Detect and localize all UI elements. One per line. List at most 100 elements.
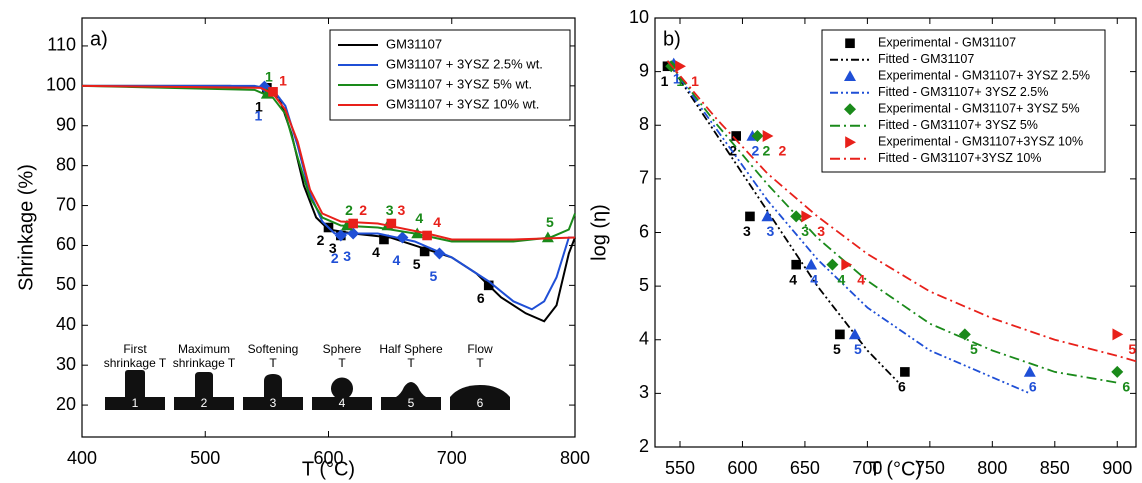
y-tick-label: 70 xyxy=(56,194,76,214)
y-tick-label: 60 xyxy=(56,234,76,254)
inset-base xyxy=(450,397,510,410)
point-label: 4 xyxy=(393,252,401,268)
inset-number: 4 xyxy=(339,396,346,410)
y-tick-label: 9 xyxy=(639,60,649,80)
x-tick-label: 650 xyxy=(790,458,820,478)
marker xyxy=(396,231,409,244)
point-label: 2 xyxy=(752,143,760,159)
inset-caption: First xyxy=(123,342,147,356)
marker xyxy=(386,218,397,229)
y-tick-label: 8 xyxy=(639,114,649,134)
marker xyxy=(826,258,839,271)
point-label: 3 xyxy=(329,240,337,256)
point-label: 4 xyxy=(372,244,380,260)
inset-caption: shrinkage T xyxy=(104,356,167,370)
legend-marker xyxy=(844,103,856,116)
inset-caption: shrinkage T xyxy=(173,356,236,370)
legend-marker xyxy=(845,38,855,49)
point-label: 4 xyxy=(433,214,441,230)
marker xyxy=(411,227,424,239)
y-tick-label: 20 xyxy=(56,394,76,414)
marker xyxy=(334,229,347,242)
y-tick-label: 50 xyxy=(56,274,76,294)
marker xyxy=(419,246,430,257)
legend-label: GM31107 + 3YSZ 5% wt. xyxy=(386,76,532,91)
legend-label: Fitted - GM31107 xyxy=(878,52,974,66)
point-label: 2 xyxy=(317,232,325,248)
y-tick-label: 6 xyxy=(639,221,649,241)
inset-base xyxy=(174,397,234,410)
inset-base xyxy=(381,397,441,410)
point-label: 2 xyxy=(729,143,737,159)
point-label: 6 xyxy=(1122,379,1130,395)
y-tick-label: 7 xyxy=(639,168,649,188)
marker xyxy=(791,259,801,270)
legend-label: Experimental - GM31107 xyxy=(878,36,1016,50)
series-line xyxy=(666,60,1137,363)
point-label: 3 xyxy=(743,223,751,239)
point-label: 1 xyxy=(279,73,287,89)
point-label: 2 xyxy=(359,202,367,218)
series-line xyxy=(666,60,1031,395)
legend-label: GM31107 + 3YSZ 2.5% wt. xyxy=(386,56,543,71)
y-axis-label: log (η) xyxy=(588,204,610,261)
series-line xyxy=(82,84,576,323)
marker xyxy=(348,218,358,229)
y-tick-label: 80 xyxy=(56,154,76,174)
x-tick-label: 700 xyxy=(437,448,467,468)
point-label: 1 xyxy=(255,99,263,115)
point-label: 3 xyxy=(817,223,825,239)
y-tick-label: 40 xyxy=(56,314,76,334)
inset-number: 5 xyxy=(408,396,415,410)
y-tick-label: 2 xyxy=(639,436,649,456)
y-tick-label: 3 xyxy=(639,382,649,402)
point-label: 4 xyxy=(838,271,846,287)
point-label: 6 xyxy=(1029,379,1037,395)
inset-caption: Half Sphere xyxy=(379,342,443,356)
legend-label: GM31107 + 3YSZ 10% wt. xyxy=(386,96,539,111)
point-label: 2 xyxy=(779,143,787,159)
inset-caption: Maximum xyxy=(178,342,230,356)
y-tick-label: 100 xyxy=(46,75,76,95)
point-label: 1 xyxy=(676,73,684,89)
point-label: 3 xyxy=(801,223,809,239)
point-label: 1 xyxy=(661,73,669,89)
inset-number: 2 xyxy=(201,396,208,410)
legend-label: Experimental - GM31107+ 3YSZ 5% xyxy=(878,102,1080,116)
marker xyxy=(848,328,861,340)
x-tick-label: 600 xyxy=(313,448,343,468)
point-label: 6 xyxy=(898,379,906,395)
y-tick-label: 110 xyxy=(47,35,76,55)
point-label: 2 xyxy=(345,202,353,218)
marker xyxy=(761,210,774,222)
inset-caption: Softening xyxy=(248,342,299,356)
marker xyxy=(379,234,389,245)
legend-marker xyxy=(845,136,856,149)
point-label: 5 xyxy=(546,214,554,230)
x-tick-label: 600 xyxy=(727,458,757,478)
inset-number: 1 xyxy=(132,396,139,410)
inset-silhouette xyxy=(396,382,426,397)
legend-label: Fitted - GM31107+ 3YSZ 5% xyxy=(878,118,1038,132)
series-line xyxy=(82,84,575,311)
inset-base xyxy=(243,397,303,410)
point-label: 3 xyxy=(386,202,394,218)
marker xyxy=(1111,365,1124,378)
marker xyxy=(1023,365,1036,377)
marker xyxy=(801,210,813,223)
point-label: 4 xyxy=(857,271,865,287)
inset-caption: T xyxy=(407,356,415,370)
point-label: 3 xyxy=(397,202,405,218)
point-label: 5 xyxy=(833,341,841,357)
point-label: 1 xyxy=(265,69,273,85)
x-tick-label: 400 xyxy=(67,448,97,468)
inset-silhouette xyxy=(125,370,145,397)
y-tick-label: 10 xyxy=(629,7,649,27)
y-axis-label: Shrinkage (%) xyxy=(15,164,37,291)
x-axis-label: T (°C) xyxy=(302,458,355,480)
inset-caption: T xyxy=(269,356,277,370)
x-tick-label: 550 xyxy=(665,458,695,478)
inset-silhouette xyxy=(450,385,510,397)
point-label: 6 xyxy=(477,290,485,306)
